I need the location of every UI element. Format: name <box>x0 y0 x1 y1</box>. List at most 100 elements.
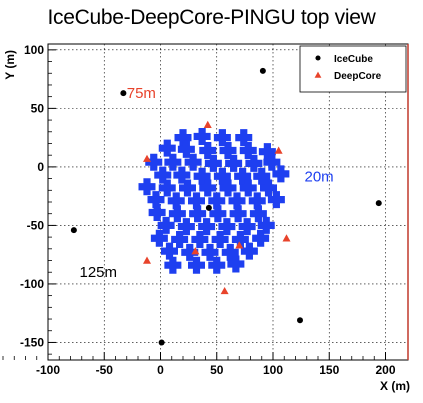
pingu-cross-marker <box>199 142 217 160</box>
x-tick-label: 0 <box>157 363 164 377</box>
pingu-cross-marker <box>209 205 227 223</box>
pingu-cross-marker <box>252 229 270 247</box>
pingu-cross-marker <box>177 218 195 236</box>
deepcore-point <box>143 154 151 162</box>
pingu-cross-marker <box>188 192 205 210</box>
pingu-cross-marker <box>193 127 211 145</box>
pingu-cross-marker <box>158 179 176 197</box>
pingu-cross-marker <box>154 166 172 184</box>
pingu-cross-marker <box>218 218 236 236</box>
pingu-cross-marker <box>173 166 191 184</box>
pingu-cross-marker <box>158 139 176 157</box>
pingu-cross-marker <box>161 242 178 260</box>
icecube-point <box>375 200 382 207</box>
x-tick-label: -100 <box>36 363 60 377</box>
legend-entry-label: IceCube <box>334 54 373 65</box>
icecube-point <box>297 317 303 324</box>
pingu-cross-marker <box>229 205 247 223</box>
chart-title: IceCube-DeepCore-PINGU top view <box>47 6 376 29</box>
pingu-cross-marker <box>249 205 267 223</box>
pingu-cross-marker <box>263 153 281 171</box>
y-axis-title: Y (m) <box>3 50 17 80</box>
pingu-cross-marker <box>225 154 243 172</box>
pingu-cross-marker <box>191 230 209 248</box>
y-tick-label: 100 <box>24 43 44 57</box>
pingu-cross-marker <box>239 179 257 197</box>
icecube-point <box>120 90 127 97</box>
y-tick-label: 0 <box>37 160 44 174</box>
x-tick-label: 200 <box>375 363 395 377</box>
pingu-cross-marker <box>272 165 290 183</box>
pingu-cross-marker <box>208 256 226 274</box>
pingu-cross-marker <box>164 153 182 171</box>
legend-box <box>299 45 407 93</box>
pingu-cross-marker <box>235 129 253 147</box>
pingu-cross-marker <box>234 167 252 185</box>
annotation-label: 75m <box>127 85 156 102</box>
annotation-label: 125m <box>80 264 118 281</box>
icecube-point <box>259 67 266 74</box>
pingu-cross-marker <box>150 229 168 247</box>
legend-entry-label: DeepCore <box>334 71 382 82</box>
pingu-cross-marker <box>208 192 226 210</box>
pingu-cross-marker <box>221 243 239 261</box>
legend-marker <box>314 71 322 78</box>
pingu-cross-marker <box>181 243 199 261</box>
pingu-cross-marker <box>188 256 205 274</box>
x-tick-label: -50 <box>96 363 114 377</box>
pingu-cross-marker <box>240 242 258 260</box>
data-marks <box>70 67 382 346</box>
y-tick-label: -150 <box>20 335 44 349</box>
axis-ticks: -100 -50 0 50 100 150 200 -150 -100 -50 0 50 100 <box>2 43 396 377</box>
pingu-cross-marker <box>219 142 237 160</box>
pingu-cross-marker <box>179 179 196 197</box>
pingu-cross-marker <box>267 191 285 209</box>
pingu-cross-marker <box>257 216 275 234</box>
pingu-cross-marker <box>213 129 231 147</box>
pingu-cross-marker <box>260 179 277 197</box>
pingu-cross-marker <box>213 167 231 185</box>
annotations: 75m 20m 125m <box>80 85 334 281</box>
deepcore-point <box>203 120 212 128</box>
deepcore-point <box>235 241 244 249</box>
pingu-cross-marker <box>164 256 182 274</box>
y-tick-label: 50 <box>31 101 45 115</box>
deepcore-point <box>282 234 291 242</box>
pingu-cross-marker <box>145 153 163 171</box>
deepcore-point <box>191 247 200 255</box>
pingu-cross-marker <box>248 192 266 210</box>
x-tick-label: 100 <box>263 363 283 377</box>
deepcore-point <box>143 256 151 264</box>
y-tick-label: -50 <box>27 218 45 232</box>
pingu-cross-marker <box>157 216 175 234</box>
pingu-cross-marker <box>199 179 217 197</box>
legend: IceCube DeepCore <box>299 45 407 93</box>
pingu-cross-marker <box>211 230 229 248</box>
pingu-cross-marker <box>245 154 263 172</box>
pingu-cross-marker <box>189 205 207 223</box>
x-tick-label: 150 <box>319 363 339 377</box>
icecube-point <box>158 339 165 346</box>
legend-marker <box>315 55 321 61</box>
icecube-point <box>205 204 212 211</box>
pingu-cross-marker <box>168 205 186 223</box>
pingu-cross-marker <box>238 218 256 236</box>
pingu-cross-marker <box>219 179 237 197</box>
deepcore-point <box>274 146 283 154</box>
pingu-cross-marker <box>147 191 165 209</box>
pingu-cross-marker <box>174 129 192 147</box>
pingu-cross-marker <box>171 230 189 248</box>
icecube-point <box>70 227 77 234</box>
pingu-cross-marker <box>201 243 219 261</box>
pingu-cross-marker <box>227 255 245 273</box>
pingu-cross-marker <box>258 143 276 161</box>
annotation-label: 20m <box>305 168 334 185</box>
pingu-cross-marker <box>177 140 195 158</box>
pingu-cross-marker <box>231 230 249 248</box>
pingu-cross-marker <box>184 153 202 171</box>
x-axis-title: X (m) <box>380 379 410 393</box>
pingu-cross-marker <box>228 192 246 210</box>
pingu-cross-marker <box>148 204 166 222</box>
pingu-cross-marker <box>239 142 257 160</box>
